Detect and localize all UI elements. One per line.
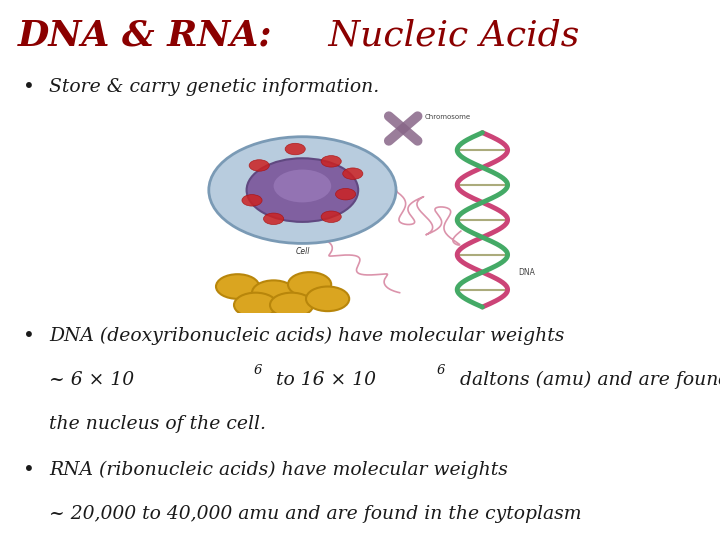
Circle shape (249, 160, 269, 171)
Circle shape (336, 188, 356, 200)
Text: •: • (23, 327, 35, 346)
Text: DNA: DNA (518, 268, 535, 277)
Circle shape (242, 194, 262, 206)
Text: DNA & RNA:: DNA & RNA: (18, 19, 273, 53)
Text: DNA (deoxyribonucleic acids) have molecular weights: DNA (deoxyribonucleic acids) have molecu… (49, 327, 564, 345)
Text: daltons (amu) and are found inside: daltons (amu) and are found inside (454, 371, 720, 389)
Text: Chromosome: Chromosome (425, 114, 471, 120)
Text: RNA (ribonucleic acids) have molecular weights: RNA (ribonucleic acids) have molecular w… (49, 461, 508, 480)
Text: Cell: Cell (295, 246, 310, 255)
Text: Histone: Histone (266, 304, 295, 313)
Circle shape (285, 143, 305, 155)
Circle shape (264, 213, 284, 225)
Circle shape (246, 158, 359, 222)
Text: to 16 × 10: to 16 × 10 (270, 371, 376, 389)
Text: •: • (23, 78, 35, 97)
Circle shape (270, 293, 313, 318)
Circle shape (306, 287, 349, 311)
Text: Store & carry genetic information.: Store & carry genetic information. (49, 78, 379, 96)
Circle shape (209, 137, 396, 244)
Circle shape (343, 168, 363, 179)
Circle shape (321, 156, 341, 167)
Text: 6: 6 (437, 364, 446, 377)
Text: Nucleic Acids: Nucleic Acids (317, 19, 579, 53)
Text: ~ 20,000 to 40,000 amu and are found in the cytoplasm: ~ 20,000 to 40,000 amu and are found in … (49, 505, 582, 523)
Text: •: • (23, 461, 35, 480)
Text: 6: 6 (253, 364, 262, 377)
Circle shape (216, 274, 259, 299)
Circle shape (252, 280, 295, 305)
Circle shape (234, 293, 277, 318)
Text: the nucleus of the cell.: the nucleus of the cell. (49, 415, 266, 433)
Circle shape (274, 170, 331, 202)
Text: ~ 6 × 10: ~ 6 × 10 (49, 371, 134, 389)
Circle shape (321, 211, 341, 222)
Circle shape (288, 272, 331, 297)
